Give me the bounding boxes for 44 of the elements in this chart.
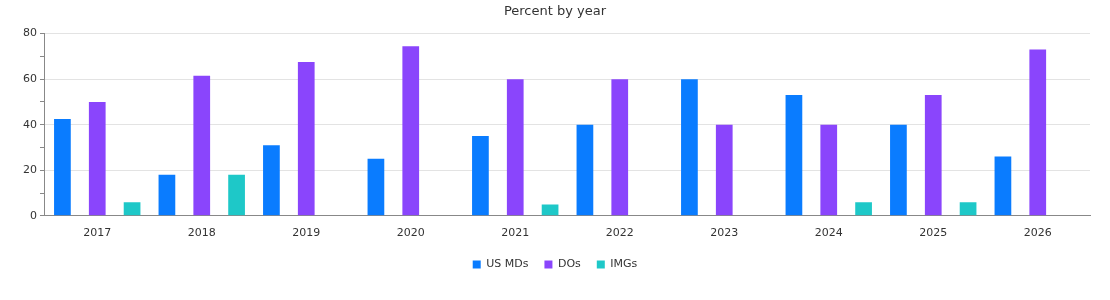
bar [402,46,420,216]
y-tick-label: 40 [23,117,37,131]
bar [890,124,907,216]
bar [715,124,733,216]
chart-title: Percent by year [503,3,607,19]
bar [472,136,489,216]
x-tick-label: 2018 [187,226,216,240]
x-tick-label: 2026 [1023,226,1052,240]
bar [193,75,211,216]
x-tick-label: 2017 [83,226,112,240]
bar [158,174,176,216]
x-tick-label: 2020 [396,226,425,240]
bar [681,79,698,216]
bar [820,124,838,216]
x-tick-label: 2021 [501,226,530,240]
bar [959,202,977,216]
bar [576,124,594,216]
legend-label: IMGs [610,257,638,271]
bar [611,79,629,216]
bar [506,79,524,216]
bar [785,95,803,216]
bar [1029,49,1047,216]
y-tick-label: 0 [30,208,37,222]
y-tick-label: 20 [23,163,37,177]
x-tick-label: 2019 [292,226,321,240]
bar [924,95,942,216]
bar [88,101,106,216]
bar [54,119,71,216]
legend-label: US MDs [486,257,529,271]
y-tick-label: 80 [23,26,37,40]
bar [297,62,315,216]
x-tick-label: 2022 [605,226,634,240]
bar [994,156,1012,216]
x-tick-label: 2023 [710,226,739,240]
x-tick-label: 2025 [919,226,948,240]
legend-label: DOs [557,257,582,271]
bar [123,202,141,216]
x-tick-label: 2024 [814,226,843,240]
bar [228,174,245,216]
bar [855,202,872,216]
bar [367,158,385,216]
bar [541,204,559,216]
y-tick-label: 60 [23,72,37,86]
bar [263,145,280,216]
